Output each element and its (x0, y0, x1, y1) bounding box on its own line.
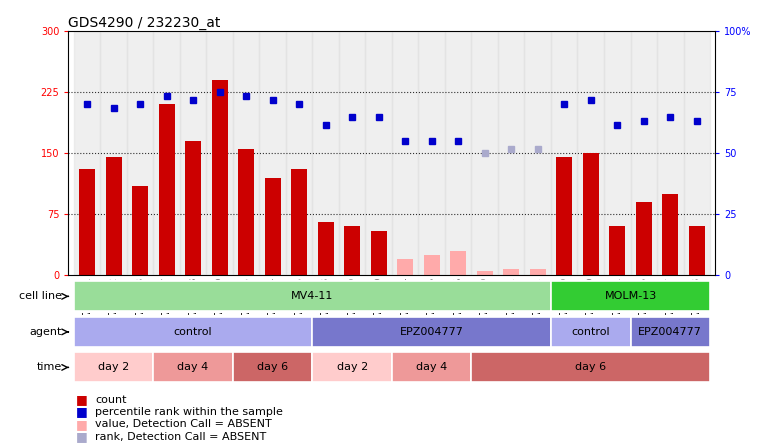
Text: value, Detection Call = ABSENT: value, Detection Call = ABSENT (95, 420, 272, 429)
Text: MV4-11: MV4-11 (291, 291, 333, 301)
Bar (79, 170, 95, 275)
Text: ■: ■ (76, 405, 88, 419)
Text: ■: ■ (76, 393, 88, 406)
Bar (238, 149, 254, 275)
Text: day 6: day 6 (575, 362, 607, 373)
Bar (260, 31, 286, 275)
Bar (291, 170, 307, 275)
Text: ■: ■ (76, 418, 88, 431)
Bar (556, 157, 572, 275)
Bar (265, 178, 281, 275)
Bar (74, 353, 153, 382)
Text: control: control (174, 327, 212, 337)
Bar (344, 226, 360, 275)
Bar (74, 317, 312, 347)
Bar (635, 202, 651, 275)
Bar (689, 226, 705, 275)
Bar (631, 31, 657, 275)
Text: control: control (572, 327, 610, 337)
Bar (339, 31, 365, 275)
Bar (498, 31, 524, 275)
Bar (312, 317, 551, 347)
Bar (472, 31, 498, 275)
Bar (419, 31, 445, 275)
Bar (524, 31, 551, 275)
Bar (451, 251, 466, 275)
Bar (551, 281, 710, 311)
Bar (662, 194, 678, 275)
Bar (631, 317, 710, 347)
Bar (551, 31, 578, 275)
Bar (392, 353, 472, 382)
Bar (153, 353, 233, 382)
Text: agent: agent (30, 327, 62, 337)
Bar (365, 31, 392, 275)
Bar (610, 226, 626, 275)
Bar (683, 31, 710, 275)
Bar (472, 353, 710, 382)
Bar (312, 353, 392, 382)
Bar (551, 317, 631, 347)
Text: day 2: day 2 (336, 362, 368, 373)
Bar (286, 31, 312, 275)
Bar (180, 31, 206, 275)
Text: EPZ004777: EPZ004777 (400, 327, 463, 337)
Bar (185, 141, 201, 275)
Bar (233, 31, 260, 275)
Bar (578, 31, 604, 275)
Text: day 4: day 4 (416, 362, 447, 373)
Text: cell line: cell line (19, 291, 62, 301)
Text: rank, Detection Call = ABSENT: rank, Detection Call = ABSENT (95, 432, 266, 442)
Bar (503, 269, 519, 275)
Bar (158, 104, 174, 275)
Bar (371, 230, 387, 275)
Text: day 2: day 2 (98, 362, 129, 373)
Text: day 6: day 6 (257, 362, 288, 373)
Bar (132, 186, 148, 275)
Bar (74, 281, 551, 311)
Text: time: time (37, 362, 62, 373)
Bar (445, 31, 472, 275)
Bar (233, 353, 312, 382)
Text: EPZ004777: EPZ004777 (638, 327, 702, 337)
Bar (392, 31, 419, 275)
Bar (106, 157, 122, 275)
Text: GDS4290 / 232230_at: GDS4290 / 232230_at (68, 16, 221, 30)
Bar (206, 31, 233, 275)
Text: MOLM-13: MOLM-13 (604, 291, 657, 301)
Bar (583, 153, 599, 275)
Bar (397, 259, 413, 275)
Bar (100, 31, 127, 275)
Text: day 4: day 4 (177, 362, 209, 373)
Text: ■: ■ (76, 430, 88, 444)
Bar (604, 31, 631, 275)
Bar (212, 80, 228, 275)
Text: count: count (95, 395, 126, 404)
Bar (530, 269, 546, 275)
Bar (127, 31, 153, 275)
Bar (153, 31, 180, 275)
Bar (424, 255, 440, 275)
Bar (312, 31, 339, 275)
Bar (476, 271, 492, 275)
Text: percentile rank within the sample: percentile rank within the sample (95, 407, 283, 417)
Bar (657, 31, 683, 275)
Bar (317, 222, 333, 275)
Bar (74, 31, 100, 275)
